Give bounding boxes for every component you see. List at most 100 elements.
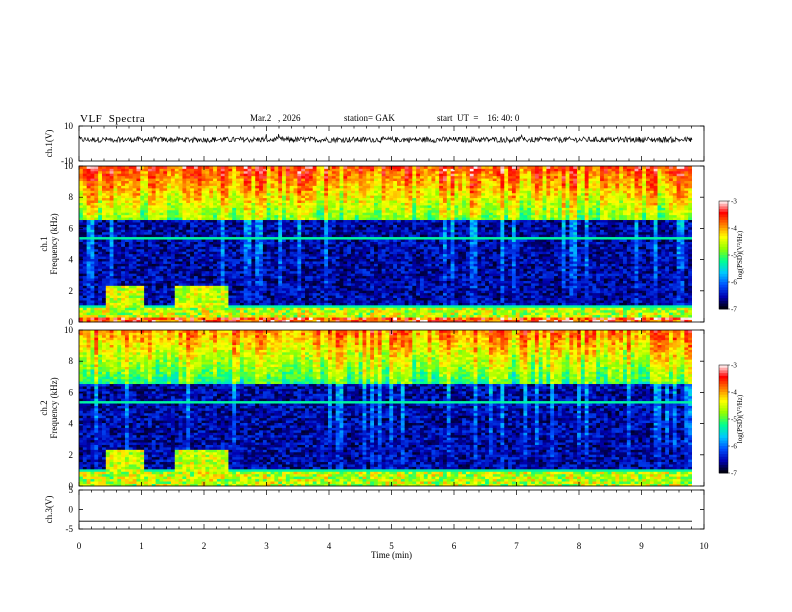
spectrogram-cell [308,287,314,291]
spectrogram-cell [274,239,279,242]
spectrogram-cell [117,241,122,245]
spectrogram-cell [285,168,291,172]
spectrogram-cell [259,297,264,301]
spectrogram-cell [228,178,233,182]
spectrogram-cell [186,207,191,211]
spectrogram-cell [358,236,363,240]
spectrogram-cell [274,319,279,323]
spectrogram-cell [86,217,91,221]
spectrogram-cell [328,217,333,221]
spectrogram-cell [289,231,294,235]
spectrogram-cell [132,187,137,191]
spectrogram-cell [339,209,344,213]
spectrogram-cell [182,190,187,194]
spectrogram-cell [366,307,371,311]
spectrogram-cell [121,212,126,216]
spectrogram-cell [239,285,245,289]
spectrogram-cell [170,197,176,201]
spectrogram-cell [316,261,321,264]
spectrogram-cell [293,236,298,240]
spectrogram-cell [324,297,329,301]
spectrogram-cell [239,185,245,189]
spectrogram-cell [132,234,137,238]
spectrogram-cell [98,295,103,299]
spectrogram-cell [90,268,95,272]
spectrogram-cell [124,207,130,211]
spectrogram-cell [205,192,210,196]
spectrogram-cell [209,307,214,311]
spectrogram-cell [236,258,241,262]
spectrogram-cell [339,251,344,255]
spectrogram-cell [316,278,321,281]
spectrogram-column [159,166,164,323]
spectrogram-cell [316,185,321,189]
spectrogram-cell [94,290,99,294]
spectrogram-cell [159,265,164,269]
spectrogram-cell [201,297,206,301]
spectrogram-cell [167,231,172,235]
spectrogram-cell [285,283,291,286]
spectrogram-cell [297,256,302,260]
spectrogram-cell [190,183,195,186]
spectrogram-cell [331,270,337,274]
spectrogram-cell [354,304,360,308]
spectrogram-cell [186,224,191,228]
spectrogram-cell [251,268,256,272]
spectrogram-cell [282,183,287,186]
spectrogram-cell [285,200,291,203]
spectrogram-cell [278,302,283,306]
spectrogram-cell [174,312,180,316]
spectrogram-cell [90,275,95,279]
spectrogram-cell [351,195,356,199]
spectrogram-cell [308,234,314,238]
spectrogram-cell [213,258,218,262]
spectrogram-cell [147,209,153,213]
spectrogram-cell [259,248,264,252]
spectrogram-cell [358,273,363,277]
spectrogram-cell [193,275,199,279]
spectrogram-cell [339,302,344,306]
spectrogram-cell [274,195,279,199]
spectrogram-cell [320,307,325,311]
spectrogram-cell [308,226,314,230]
spectrogram-cell [339,168,344,172]
spectrogram-cell [193,268,199,272]
spectrogram-cell [297,265,302,269]
spectrogram-cell [335,268,340,272]
spectrogram-cell [147,217,153,221]
spectrogram-cell [113,258,118,262]
spectrogram-cell [324,280,329,284]
spectrogram-cell [105,270,111,274]
spectrogram-cell [79,268,84,272]
spectrogram-cell [335,270,340,274]
spectrogram-cell [251,263,256,267]
spectrogram-cell [351,212,356,216]
spectrogram-cell [209,226,214,230]
spectrogram-cell [79,307,84,311]
spectrogram-cell [205,195,210,199]
spectrogram-cell [262,200,268,203]
spectrogram-cell [167,278,172,281]
spectrogram-cell [216,190,222,194]
spectrogram-cell [178,170,183,174]
spectrogram-cell [278,251,283,255]
spectrogram-cell [147,241,153,245]
spectrogram-cell [94,200,99,203]
spectrogram-cell [297,187,302,191]
spectrogram-cell [132,195,137,199]
spectrogram-cell [98,234,103,238]
spectrogram-cell [155,314,160,318]
spectrogram-cell [90,207,95,211]
spectrogram-cell [278,317,283,320]
spectrogram-cell [351,290,356,294]
spectrogram-cell [128,192,134,196]
spectrogram-cell [362,205,367,208]
spectrogram-cell [178,244,183,247]
spectrogram-cell [328,263,333,267]
spectrogram-cell [262,319,268,323]
spectrogram-cell [220,246,225,250]
spectrogram-cell [86,173,91,177]
spectrogram-cell [105,222,111,225]
spectrogram-cell [113,234,118,238]
spectrogram-cell [140,226,145,230]
